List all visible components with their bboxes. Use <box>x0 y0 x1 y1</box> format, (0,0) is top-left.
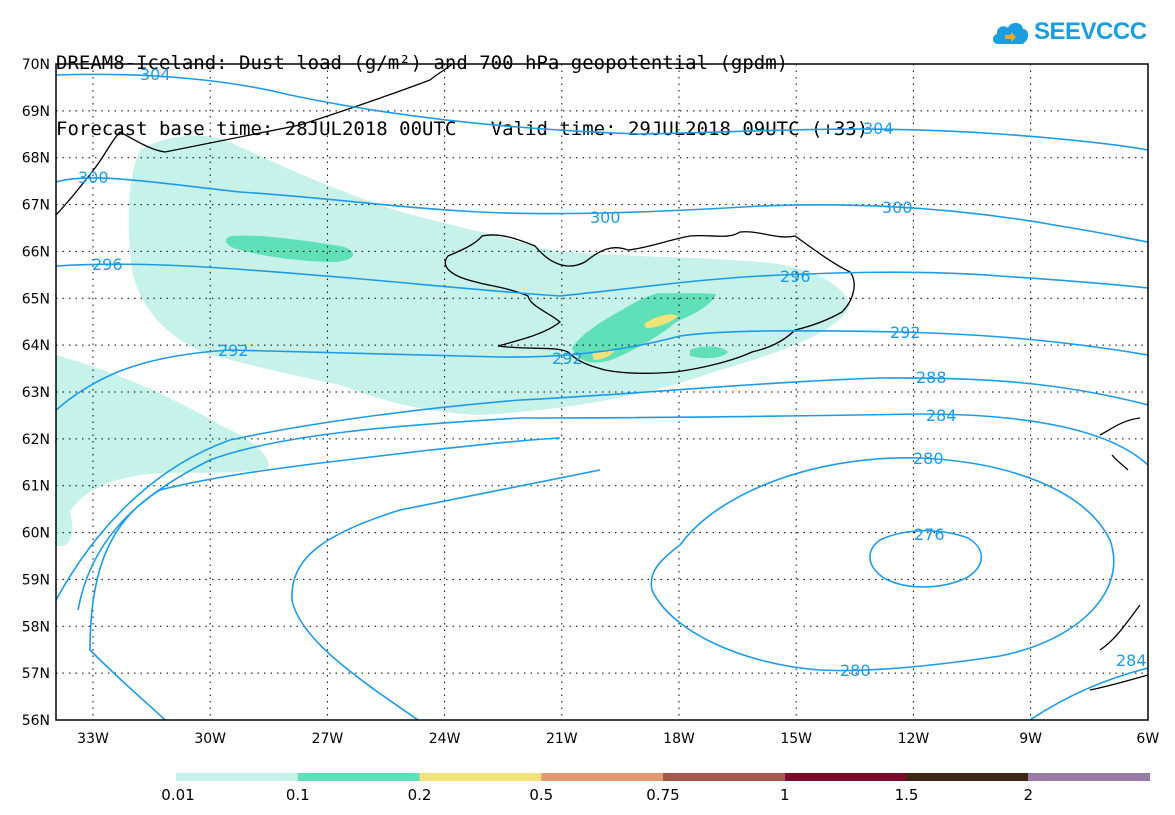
contour-label: 300 <box>78 168 109 187</box>
latitude-label: 56N <box>22 713 50 729</box>
latitude-label: 68N <box>22 151 50 167</box>
contour-label: 300 <box>882 198 913 217</box>
colorbar-label: 0.1 <box>286 786 310 804</box>
latitude-label: 70N <box>22 57 50 73</box>
seevccc-logo: SEEVCCC <box>990 18 1147 46</box>
coastlines <box>56 64 1148 691</box>
map-title: DREAM8-Iceland: Dust load (g/m²) and 700… <box>56 52 789 74</box>
colorbar-swatch <box>541 773 663 781</box>
latitude-label: 63N <box>22 385 50 401</box>
longitude-label: 12W <box>898 731 930 747</box>
colorbar-label: 1 <box>780 786 790 804</box>
longitude-label: 6W <box>1136 731 1159 747</box>
contour-label: 288 <box>916 368 947 387</box>
dust-area-0.01-main <box>128 135 850 415</box>
latitude-label: 69N <box>22 104 50 120</box>
contour-label: 284 <box>1116 651 1147 670</box>
dust-load-shading <box>56 135 850 546</box>
latitude-label: 66N <box>22 244 50 260</box>
contour-label: 284 <box>926 406 957 425</box>
contour-label: 296 <box>92 255 123 274</box>
colorbar-label: 2 <box>1023 786 1033 804</box>
longitude-label: 33W <box>77 731 109 747</box>
colorbar-label: 1.5 <box>895 786 919 804</box>
contour-276 <box>869 529 983 588</box>
logo-text: SEEVCCC <box>1034 18 1147 45</box>
colorbar-label: 0.01 <box>161 786 194 804</box>
iceland-coast <box>444 231 855 374</box>
contour-label: 280 <box>913 449 944 468</box>
colorbar-swatch <box>176 773 298 781</box>
contour-300 <box>56 177 1148 243</box>
colorbar-swatch <box>1028 773 1150 781</box>
geopotential-contours <box>56 73 1148 720</box>
longitude-label: 24W <box>429 731 461 747</box>
longitude-label: 9W <box>1019 731 1042 747</box>
colorbar-label: 0.5 <box>529 786 553 804</box>
contour-label: 292 <box>552 349 583 368</box>
dust-area-0.2-east <box>644 314 678 328</box>
latitude-label: 58N <box>22 619 50 635</box>
latitude-label: 65N <box>22 291 50 307</box>
faroe-shetland-coast <box>1089 417 1148 691</box>
longitude-label: 15W <box>780 731 812 747</box>
longitude-label: 18W <box>663 731 695 747</box>
dust-area-0.1-iceland <box>572 293 716 363</box>
latitude-label: 67N <box>22 198 50 214</box>
longitude-labels: 33W 30W 27W 24W 21W 18W 15W 12W 9W 6W <box>77 731 1159 747</box>
dust-area-0.1-west <box>225 235 354 262</box>
latitude-label: 59N <box>22 572 50 588</box>
latitude-label: 60N <box>22 526 50 542</box>
colorbar-swatch <box>663 773 785 781</box>
contour-296 <box>56 263 1148 297</box>
contour-280-outer <box>89 437 601 720</box>
contour-288 <box>56 377 1148 601</box>
colorbar-swatch <box>784 773 907 781</box>
contour-label: 300 <box>590 208 621 227</box>
greenland-coast <box>56 64 453 216</box>
colorbar-label: 0.2 <box>408 786 432 804</box>
contour-label: 304 <box>863 119 894 138</box>
longitude-label: 21W <box>546 731 578 747</box>
colorbar-swatch <box>906 773 1029 781</box>
contour-284-southeast <box>1029 667 1148 720</box>
contour-label: 296 <box>780 267 811 286</box>
dust-area-0.01-southwest <box>56 355 269 546</box>
contour-label: 304 <box>140 65 171 84</box>
contour-label: 276 <box>914 525 945 544</box>
latitude-label: 62N <box>22 432 50 448</box>
colorbar-label: 0.75 <box>646 786 679 804</box>
latitude-label: 61N <box>22 479 50 495</box>
contour-292 <box>56 330 1148 411</box>
contour-304 <box>56 73 1148 151</box>
latitude-label: 57N <box>22 666 50 682</box>
latitude-labels: 70N 69N 68N 67N 66N 65N 64N 63N 62N 61N 60N 59N 58N 5… <box>22 57 50 729</box>
longitude-label: 30W <box>194 731 226 747</box>
longitude-label: 27W <box>312 731 344 747</box>
cloud-icon <box>992 22 1029 44</box>
contour-284 <box>77 413 1148 611</box>
map-header: DREAM8-Iceland: Dust load (g/m²) and 700… <box>56 8 868 162</box>
dust-area-0.1-southeast <box>690 346 728 359</box>
contour-280 <box>650 457 1115 672</box>
latitude-label: 64N <box>22 338 50 354</box>
contour-label: 292 <box>890 323 921 342</box>
colorbar-swatch <box>297 773 420 781</box>
map-frame <box>55 63 1149 721</box>
contour-label: 292 <box>218 341 249 360</box>
colorbar: 0.01 0.1 0.2 0.5 0.75 1 1.5 2 <box>161 773 1150 804</box>
colorbar-swatch <box>419 773 542 781</box>
contour-labels: 304 304 300 300 300 296 296 292 292 292 … <box>78 65 1147 680</box>
contour-label: 280 <box>840 661 871 680</box>
